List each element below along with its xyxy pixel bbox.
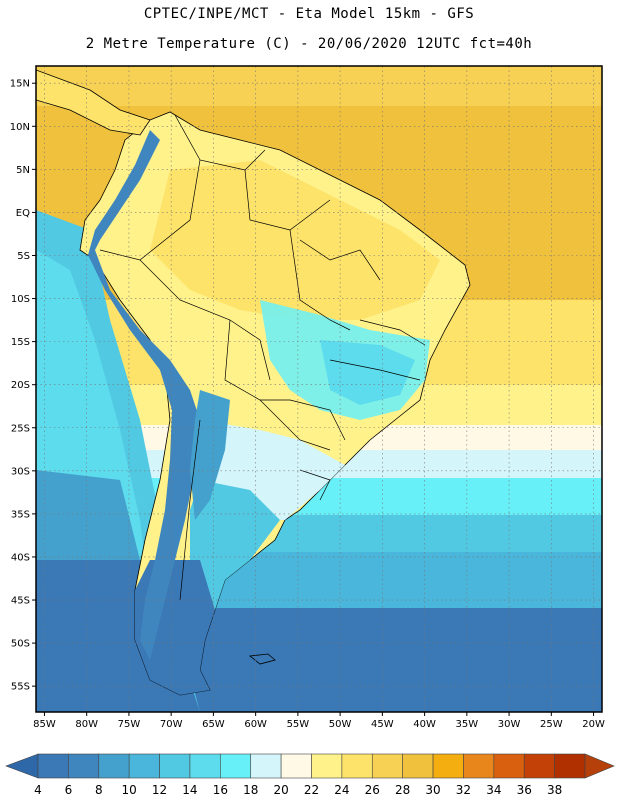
amazon-warm — [150, 160, 440, 320]
colorbar-label: 8 — [95, 783, 103, 797]
country-borders — [99, 114, 426, 601]
patagonia-north — [190, 480, 280, 620]
lon-tick-label: 30W — [498, 719, 521, 730]
lat-tick-label: 55S — [11, 682, 30, 693]
lat-tick-label: 5N — [16, 165, 30, 176]
lat-tick-label: 20S — [11, 380, 30, 391]
brazil-highlands-core — [320, 340, 415, 405]
lat-tick-label: 5S — [17, 251, 30, 262]
map-title: CPTEC/INPE/MCT - Eta Model 15km - GFS — [143, 6, 475, 22]
lon-tick-label: 20W — [582, 719, 605, 730]
lon-tick-label: 65W — [202, 719, 225, 730]
colorbar-low-arrow — [5, 753, 39, 779]
lon-tick-label: 55W — [287, 719, 310, 730]
colorbar-label: 28 — [395, 783, 410, 797]
andes-cold — [88, 130, 200, 660]
colorbar-label: 12 — [152, 783, 167, 797]
colorbar-swatch — [159, 753, 191, 779]
colorbar-swatch — [432, 753, 464, 779]
colorbar-swatch — [493, 753, 525, 779]
lat-tick-label: 10S — [11, 294, 30, 305]
lon-tick-label: 45W — [371, 719, 394, 730]
colorbar-swatch — [341, 753, 373, 779]
colorbar: 4 6 8 10 12 14 16 18 20 22 24 26 28 30 32 34 36 38 — [5, 753, 615, 797]
lon-tick-label: 25W — [540, 719, 563, 730]
lon-tick-label: 40W — [413, 719, 436, 730]
map-field — [36, 66, 602, 712]
colorbar-swatch — [250, 753, 282, 779]
colorbar-label: 14 — [182, 783, 197, 797]
lat-tick-label: 15S — [11, 337, 30, 348]
colorbar-label: 20 — [273, 783, 288, 797]
lat-tick-label: 45S — [11, 596, 30, 607]
lat-tick-label: 50S — [11, 639, 30, 650]
colorbar-swatch — [554, 753, 586, 779]
colorbar-swatch — [189, 753, 221, 779]
colorbar-swatch — [98, 753, 130, 779]
map-subtitle: 2 Metre Temperature (C) - 20/06/2020 12U… — [85, 36, 533, 52]
lon-tick-label: 50W — [329, 719, 352, 730]
colorbar-label: 38 — [547, 783, 562, 797]
colorbar-label: 16 — [213, 783, 228, 797]
colorbar-label: 4 — [34, 783, 42, 797]
colorbar-swatch — [128, 753, 160, 779]
lon-tick-label: 80W — [75, 719, 98, 730]
colorbar-swatch — [280, 753, 312, 779]
colorbar-swatch — [402, 753, 434, 779]
colorbar-label: 10 — [122, 783, 137, 797]
colorbar-swatch — [220, 753, 252, 779]
colorbar-label: 22 — [304, 783, 319, 797]
colorbar-swatch — [371, 753, 403, 779]
lat-tick-label: 15N — [10, 79, 30, 90]
colorbar-swatch — [37, 753, 69, 779]
colorbar-swatch — [311, 753, 343, 779]
lat-tick-label: 10N — [10, 122, 30, 133]
colorbar-high-arrow — [584, 753, 615, 779]
map-frame — [35, 65, 603, 713]
colorbar-label: 32 — [456, 783, 471, 797]
lon-tick-label: 35W — [456, 719, 479, 730]
lon-tick-label: 60W — [244, 719, 267, 730]
lat-tick-label: 35S — [11, 509, 30, 520]
band-28 — [36, 66, 602, 106]
colorbar-swatch — [463, 753, 495, 779]
longitude-axis: 85W 80W 75W 70W 65W 60W 55W 50W 45W 40W 35W 30W 25W 2… — [33, 712, 605, 730]
latitude-axis: 15N 10N 5N EQ 5S 10S 15S 20S 25S 30S 35S 40S 45S 50S 5… — [10, 79, 36, 693]
colorbar-label: 30 — [425, 783, 440, 797]
falkland-islands — [248, 653, 276, 665]
colorbar-label: 18 — [243, 783, 258, 797]
colorbar-label: 34 — [486, 783, 501, 797]
lon-tick-label: 85W — [33, 719, 56, 730]
colorbar-swatch — [523, 753, 555, 779]
lon-tick-label: 70W — [160, 719, 183, 730]
lat-tick-label: 25S — [11, 423, 30, 434]
lat-tick-label: 30S — [11, 466, 30, 477]
lat-tick-label: 40S — [11, 552, 30, 563]
lon-tick-label: 75W — [118, 719, 141, 730]
colorbar-label: 36 — [517, 783, 532, 797]
colorbar-swatch — [68, 753, 100, 779]
lat-tick-label: EQ — [16, 208, 30, 219]
colorbar-label: 6 — [65, 783, 73, 797]
colorbar-label: 24 — [334, 783, 349, 797]
central-america-land — [36, 69, 151, 136]
colorbar-label: 26 — [365, 783, 380, 797]
